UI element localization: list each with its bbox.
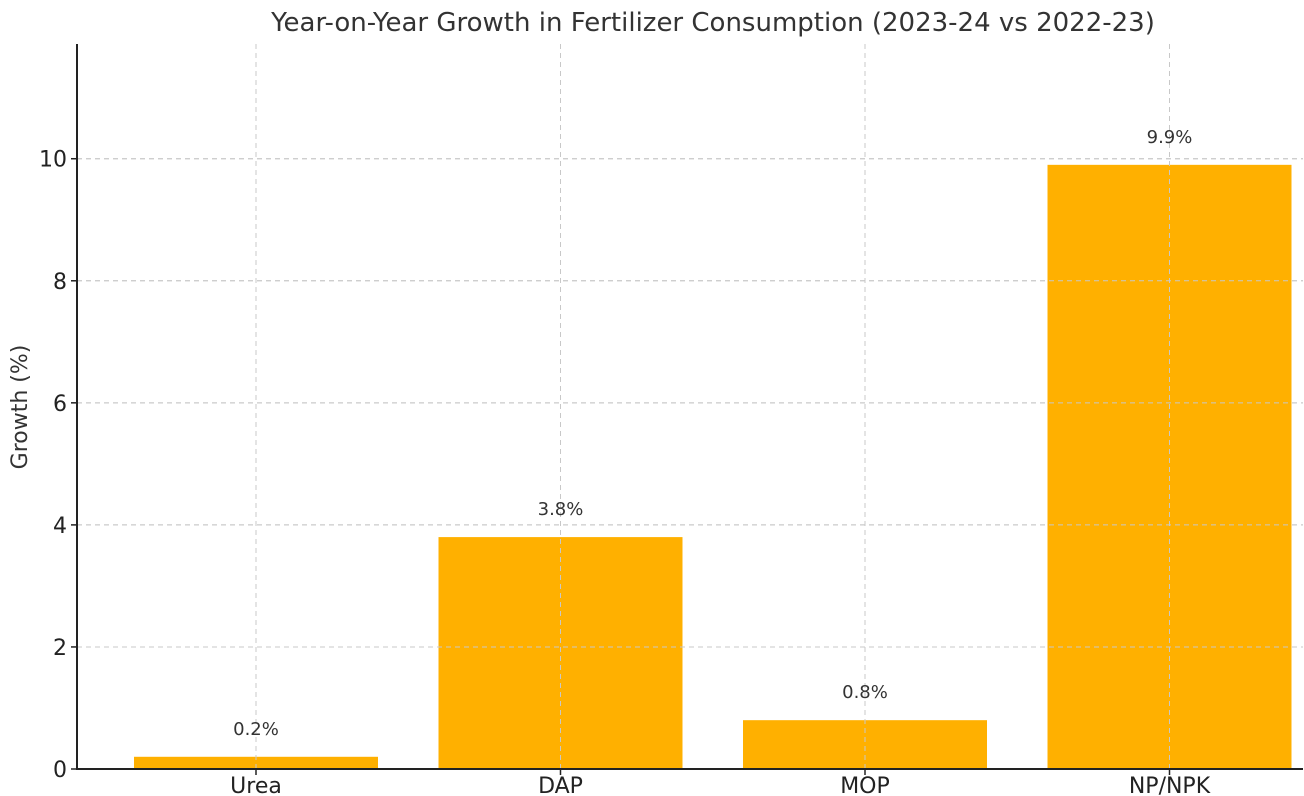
x-tick-label-0: Urea [230,774,282,796]
y-tick-label-2: 4 [53,514,67,539]
bars [77,44,1303,770]
x-tick-label-2: MOP [840,774,890,796]
bar-mop[interactable] [743,720,987,769]
axes [71,44,1303,775]
x-tick-label-1: DAP [538,774,583,796]
y-tick-label-0: 0 [53,758,67,783]
data-label-1: 3.8% [538,499,584,520]
y-axis-label: Growth (%) [8,345,33,470]
y-tick-label-3: 6 [53,392,67,417]
bar-urea[interactable] [134,756,378,769]
y-tick-label-4: 8 [53,270,67,295]
bar-dap[interactable] [438,537,683,769]
data-label-2: 0.8% [842,682,888,703]
y-tick-label-5: 10 [39,148,67,173]
data-label-0: 0.2% [233,719,279,740]
chart-title: Year-on-Year Growth in Fertilizer Consum… [270,8,1155,38]
data-labels: 0.2% 3.8% 0.8% 9.9% [233,127,1192,740]
tick-labels: 0 2 4 6 8 10 Urea DAP MOP NP/NPK [39,148,1211,796]
x-tick-label-3: NP/NPK [1129,774,1211,796]
data-label-3: 9.9% [1147,127,1193,148]
y-tick-label-1: 2 [53,636,67,661]
